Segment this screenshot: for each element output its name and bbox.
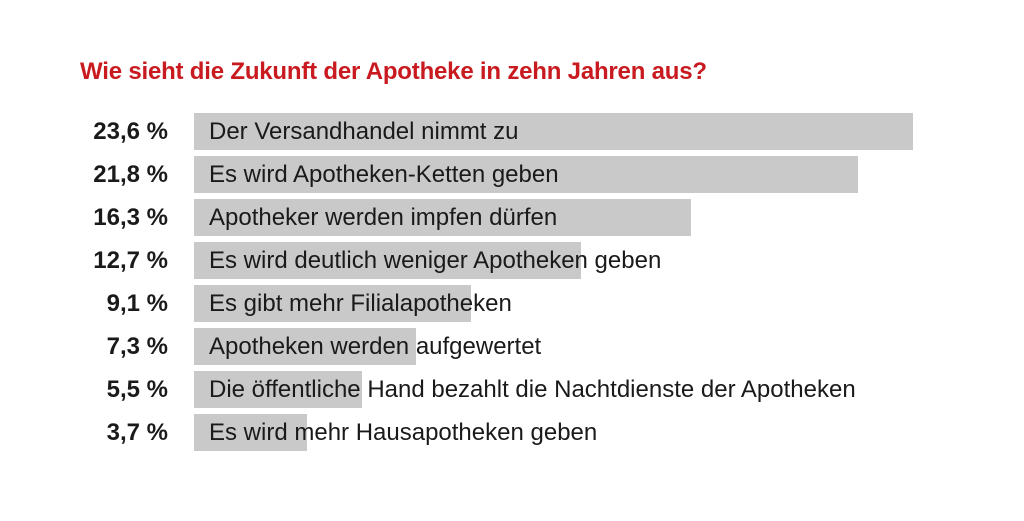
bar: [194, 414, 307, 451]
category-label: Es gibt mehr Filialapotheken: [209, 290, 512, 317]
category-label: Es wird deutlich weniger Apotheken geben: [209, 247, 662, 274]
bar-row: 3,7 % Es wird mehr Hausapotheken geben: [0, 414, 1024, 451]
bar: [194, 156, 858, 193]
category-label: Es wird mehr Hausapotheken geben: [209, 419, 598, 446]
category-label: Apotheker werden impfen dürfen: [209, 204, 558, 231]
value-label: 12,7 %: [93, 247, 168, 274]
chart-title: Wie sieht die Zukunft der Apotheke in ze…: [80, 58, 707, 85]
bar: [194, 328, 416, 365]
value-label: 3,7 %: [106, 419, 168, 446]
bar-row: 23,6 % Der Versandhandel nimmt zu: [0, 113, 1024, 150]
bar: [194, 285, 471, 322]
bar-row: 9,1 % Es gibt mehr Filialapotheken: [0, 285, 1024, 322]
category-label: Es wird Apotheken-Ketten geben: [209, 161, 559, 188]
category-label: Der Versandhandel nimmt zu: [209, 118, 519, 145]
bar-row: 16,3 % Apotheker werden impfen dürfen: [0, 199, 1024, 236]
category-label: Apotheken werden aufgewertet: [209, 333, 542, 360]
bar-row: 12,7 % Es wird deutlich weniger Apotheken…: [0, 242, 1024, 279]
bar-row: 5,5 % Die öffentliche Hand bezahlt die Na…: [0, 371, 1024, 408]
value-label: 16,3 %: [93, 204, 168, 231]
value-label: 9,1 %: [106, 290, 168, 317]
bar: [194, 113, 913, 150]
bar-row: 21,8 % Es wird Apotheken-Ketten geben: [0, 156, 1024, 193]
bar: [194, 199, 691, 236]
value-label: 7,3 %: [106, 333, 168, 360]
bar: [194, 371, 362, 408]
bar-row: 7,3 % Apotheken werden aufgewertet: [0, 328, 1024, 365]
category-label: Die öffentliche Hand bezahlt die Nachtdi…: [209, 376, 856, 403]
value-label: 21,8 %: [93, 161, 168, 188]
value-label: 5,5 %: [106, 376, 168, 403]
value-label: 23,6 %: [93, 118, 168, 145]
bar: [194, 242, 581, 279]
